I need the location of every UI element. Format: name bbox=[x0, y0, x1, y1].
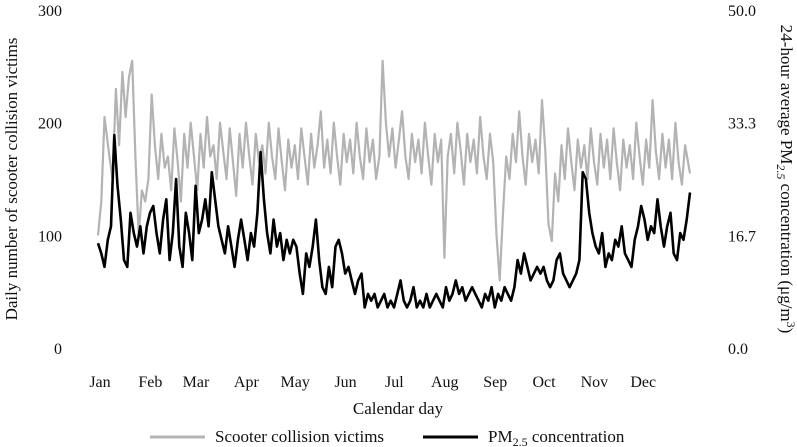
left-axis-ticks: 0 100 200 300 bbox=[38, 3, 62, 358]
y-axis-left-label: Daily number of scooter collision victim… bbox=[2, 38, 21, 321]
x-tick-label: Feb bbox=[138, 374, 162, 391]
y-right-tick-label: 50.0 bbox=[728, 3, 756, 20]
x-tick-label: May bbox=[281, 374, 310, 391]
y-left-tick-label: 200 bbox=[38, 116, 62, 133]
y-right-tick-label: 0.0 bbox=[728, 341, 748, 358]
x-tick-label: Mar bbox=[183, 374, 210, 391]
x-tick-label: Jul bbox=[385, 374, 404, 391]
y-left-tick-label: 100 bbox=[38, 228, 62, 245]
x-tick-label: Apr bbox=[234, 374, 260, 391]
legend: Scooter collision victims PM2.5 concentr… bbox=[150, 427, 625, 447]
legend-label-pm25: PM2.5 concentration bbox=[488, 427, 625, 447]
x-tick-label: Jan bbox=[89, 374, 110, 391]
x-tick-label: Sep bbox=[483, 374, 507, 391]
y-left-tick-label: 300 bbox=[38, 3, 62, 20]
y-left-tick-label: 0 bbox=[54, 341, 62, 358]
right-axis-ticks: 0.0 16.7 33.3 50.0 bbox=[728, 3, 756, 358]
y-axis-right-label-part: ) bbox=[777, 328, 796, 334]
x-axis-label: Calendar day bbox=[353, 399, 444, 418]
y-axis-right-label-part: 24-hour average PM bbox=[777, 25, 796, 165]
legend-label-scooter: Scooter collision victims bbox=[215, 427, 384, 446]
legend-label-pm25-part: concentration bbox=[528, 427, 625, 446]
y-axis-right-label: 24-hour average PM2.5 concentration (μg/… bbox=[774, 25, 797, 334]
legend-label-pm25-part: PM bbox=[488, 427, 513, 446]
x-tick-label: Jun bbox=[334, 374, 356, 391]
series-line-scooter-victims bbox=[96, 59, 692, 282]
x-tick-label: Aug bbox=[431, 374, 459, 391]
x-tick-label: Oct bbox=[532, 374, 556, 391]
series-line-pm25 bbox=[96, 133, 692, 309]
legend-label-pm25-sub: 2.5 bbox=[513, 435, 528, 447]
x-tick-label: Nov bbox=[581, 374, 609, 391]
y-axis-right-label-sup: 3 bbox=[784, 322, 797, 328]
y-right-tick-label: 33.3 bbox=[728, 116, 756, 133]
y-axis-right-label-sub: 2.5 bbox=[774, 164, 788, 179]
series-layer bbox=[96, 59, 692, 309]
y-right-tick-label: 16.7 bbox=[728, 228, 756, 245]
y-axis-right-label-part: concentration (μg/m bbox=[777, 179, 796, 321]
x-tick-label: Dec bbox=[630, 374, 656, 391]
x-axis-ticks: Jan Feb Mar Apr May Jun Jul Aug Sep Oct Nov Dec bbox=[89, 374, 656, 391]
